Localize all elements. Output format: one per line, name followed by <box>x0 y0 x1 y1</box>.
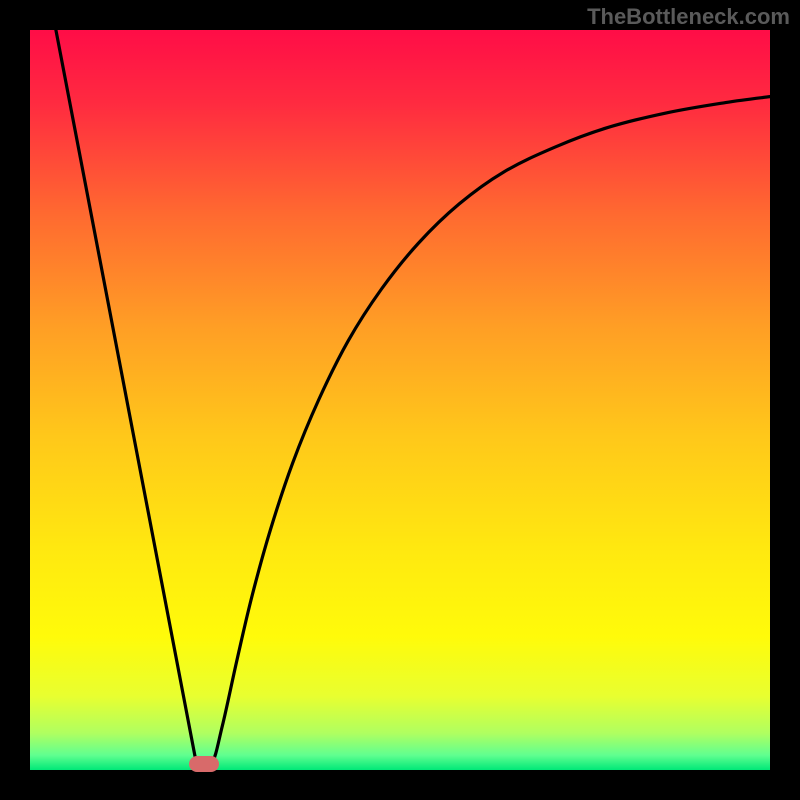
minimum-marker <box>189 756 219 772</box>
chart-container: TheBottleneck.com <box>0 0 800 800</box>
plot-area <box>30 30 770 770</box>
watermark-text: TheBottleneck.com <box>587 4 790 30</box>
curve-svg <box>30 30 770 770</box>
curve-path <box>56 30 770 767</box>
